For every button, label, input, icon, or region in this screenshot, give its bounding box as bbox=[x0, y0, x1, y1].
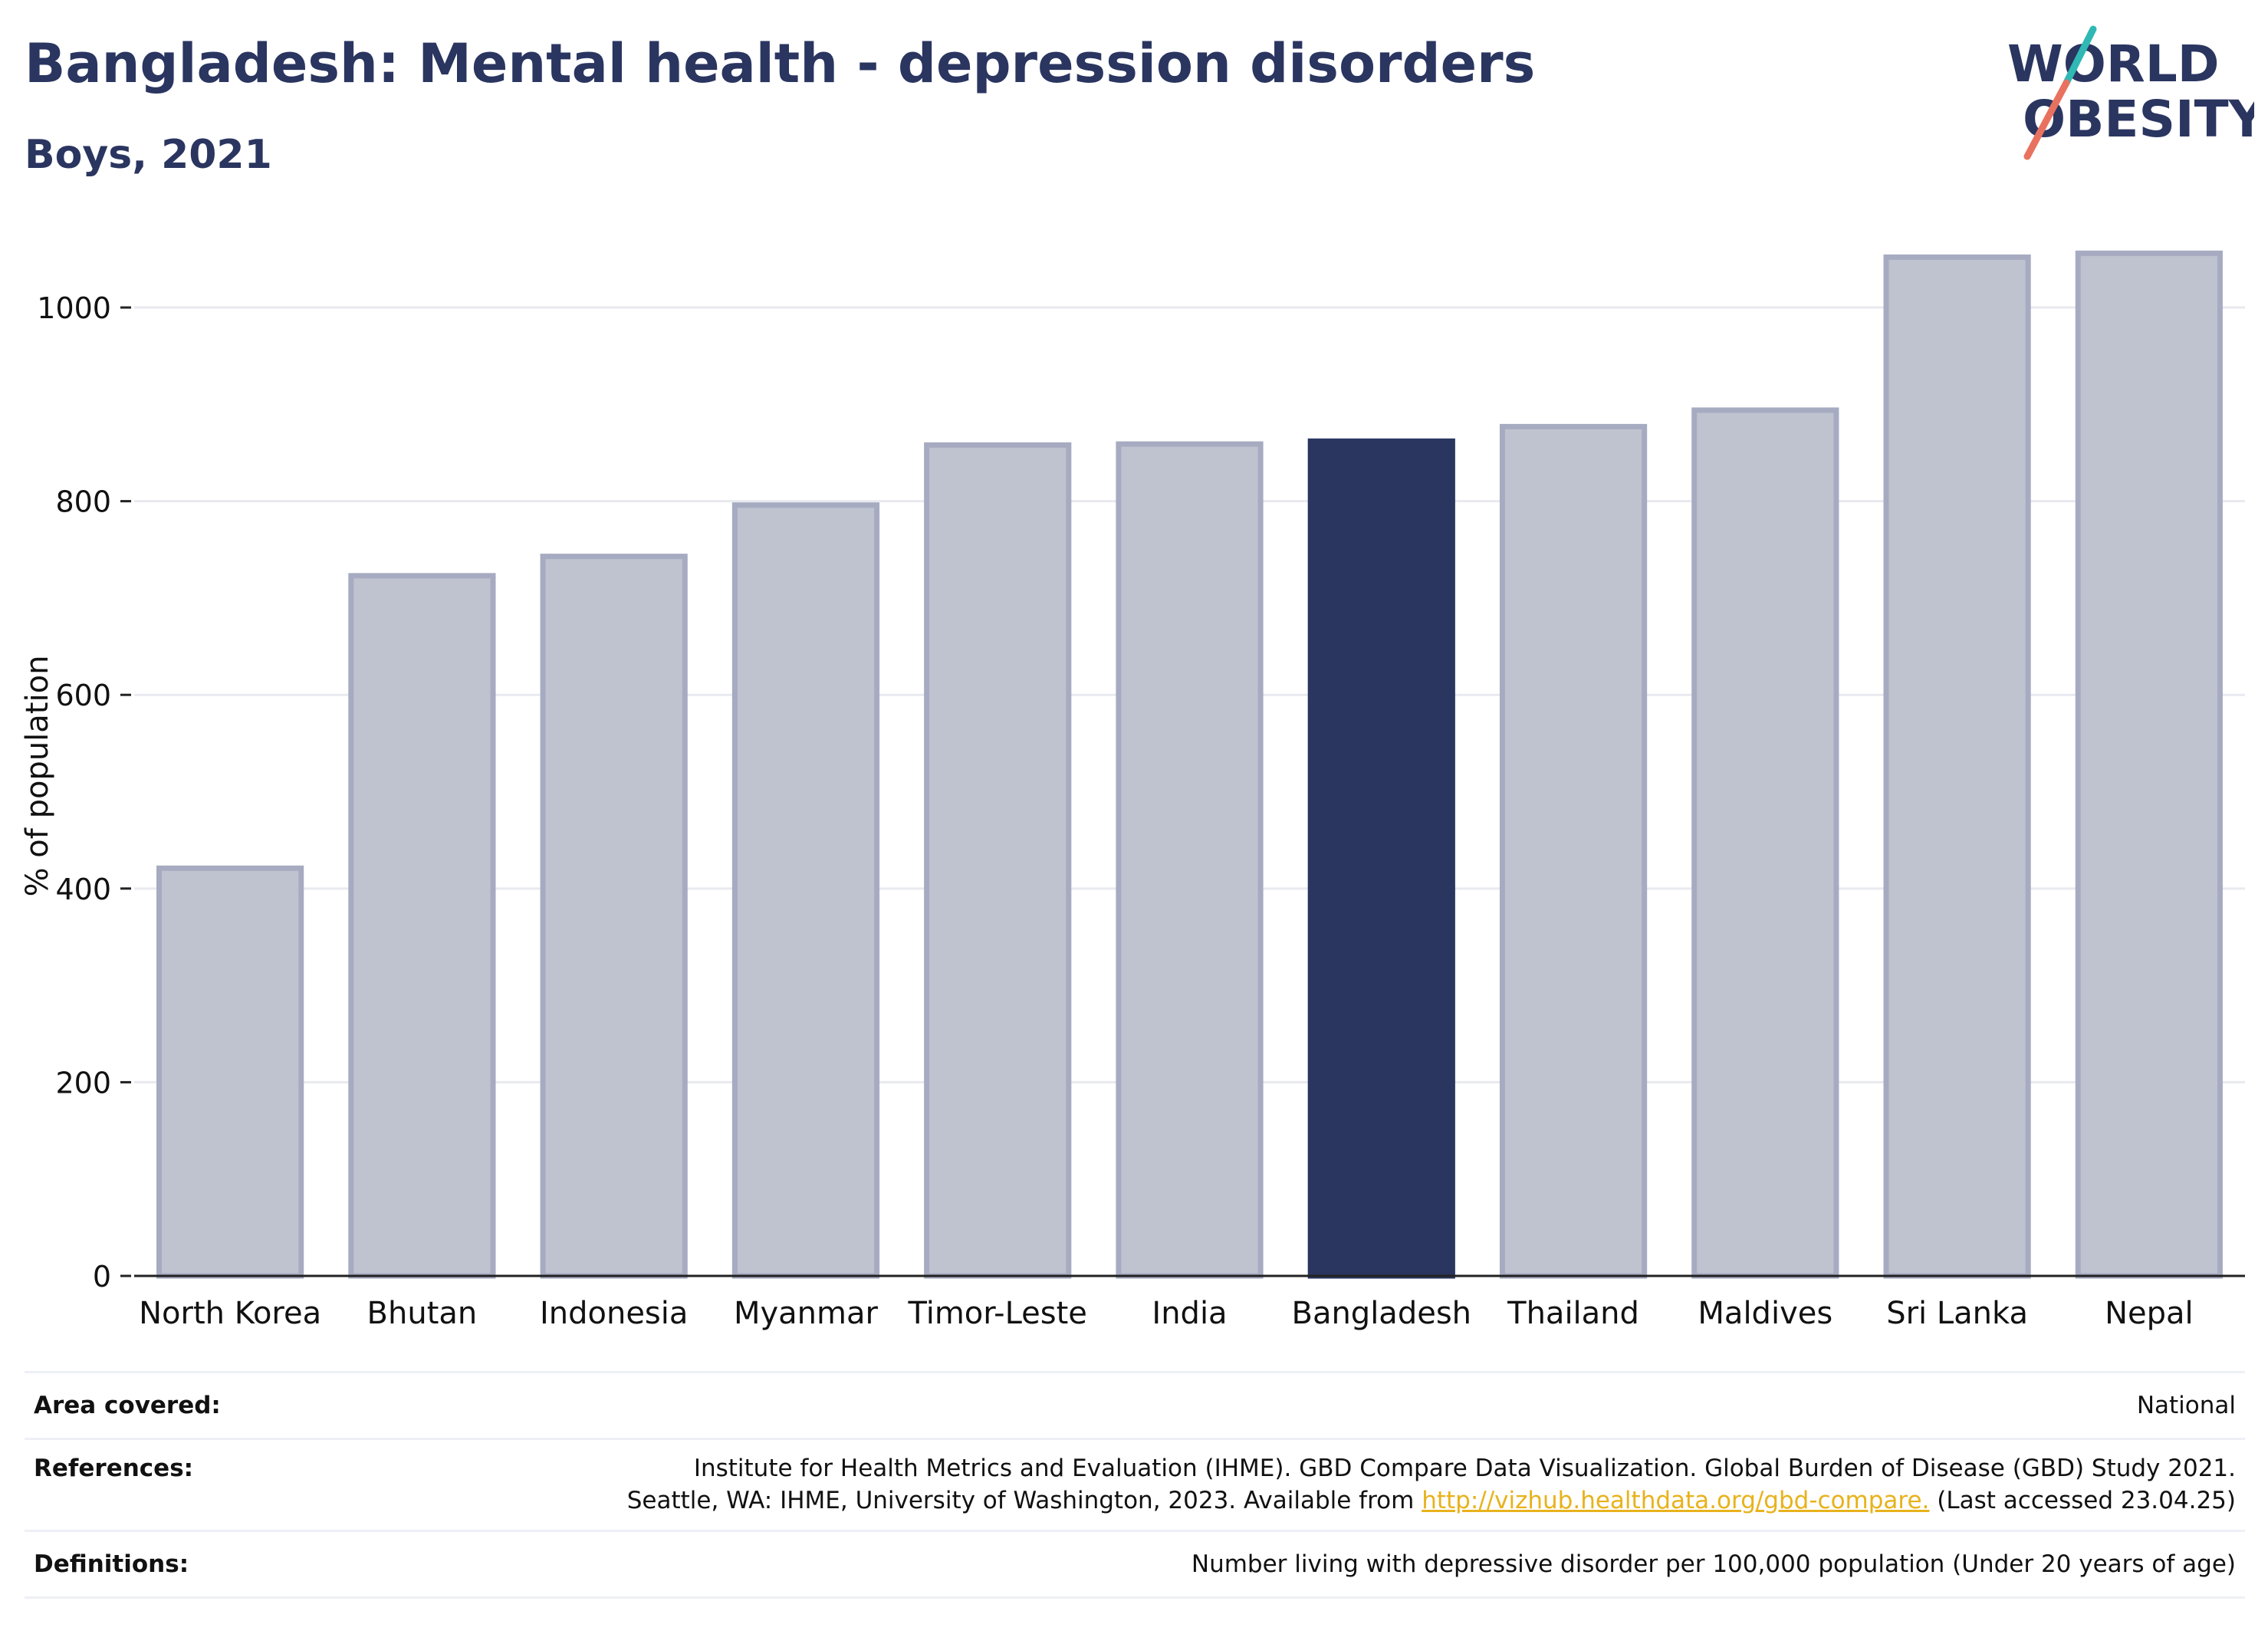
references-line-2: Seattle, WA: IHME, University of Washing… bbox=[627, 1484, 2236, 1517]
x-tick-label: Bhutan bbox=[367, 1296, 478, 1331]
y-tick-label: 1000 bbox=[37, 291, 111, 325]
y-tick-label: 0 bbox=[93, 1260, 111, 1294]
x-tick-label: Bangladesh bbox=[1292, 1296, 1472, 1331]
bar-thailand bbox=[1499, 423, 1648, 1279]
meta-row-references: References: Institute for Health Metrics… bbox=[25, 1438, 2245, 1530]
meta-references-value: Institute for Health Metrics and Evaluat… bbox=[627, 1452, 2236, 1517]
bars bbox=[156, 250, 2223, 1279]
bar-myanmar bbox=[731, 502, 880, 1279]
bar-chart: 0 200 400 600 800 1000 North Korea Bhutan Indon… bbox=[20, 250, 2245, 1331]
meta-area-value: National bbox=[2136, 1392, 2236, 1419]
bar-nepal bbox=[2075, 250, 2223, 1279]
x-tick-label: Thailand bbox=[1507, 1296, 1639, 1331]
bar-north-korea bbox=[156, 865, 304, 1279]
references-line-2-text: Seattle, WA: IHME, University of Washing… bbox=[626, 1487, 1415, 1514]
chart-title: Bangladesh: Mental health - depression d… bbox=[25, 32, 1536, 95]
chart-subtitle: Boys, 2021 bbox=[25, 132, 272, 178]
meta-references-label: References: bbox=[34, 1455, 194, 1482]
x-tick-label: Indonesia bbox=[540, 1296, 688, 1331]
world-obesity-logo: WORLD OBESITY bbox=[2007, 25, 2254, 160]
y-tick-label: 600 bbox=[55, 679, 111, 712]
bar-bhutan bbox=[348, 573, 496, 1279]
references-accessed: (Last accessed 23.04.25) bbox=[1937, 1487, 2236, 1514]
x-tick-label: Nepal bbox=[2105, 1296, 2194, 1331]
bar-india bbox=[1116, 441, 1264, 1279]
y-tick-label: 800 bbox=[55, 485, 111, 519]
bar-maldives bbox=[1691, 407, 1839, 1279]
y-axis-label: % of population bbox=[20, 656, 55, 897]
x-tick-label: Myanmar bbox=[734, 1296, 879, 1331]
y-tick-label: 200 bbox=[55, 1066, 111, 1100]
logo-slash-teal bbox=[2063, 25, 2097, 87]
x-tick-label: India bbox=[1152, 1296, 1227, 1331]
bar-timor-leste bbox=[924, 442, 1072, 1279]
y-tick-label: 400 bbox=[55, 873, 111, 906]
references-line-1: Institute for Health Metrics and Evaluat… bbox=[693, 1455, 2236, 1482]
logo-slash-coral bbox=[2023, 79, 2070, 160]
logo-text-world: WORLD bbox=[2007, 35, 2220, 94]
x-tick-label: Maldives bbox=[1698, 1296, 1832, 1331]
x-axis-labels: North Korea Bhutan Indonesia Myanmar Timor-L… bbox=[139, 1296, 2194, 1331]
bar-bangladesh bbox=[1307, 438, 1455, 1279]
x-tick-label: North Korea bbox=[139, 1296, 321, 1331]
references-link[interactable]: http://vizhub.healthdata.org/gbd-compare… bbox=[1422, 1487, 1930, 1514]
meta-definitions-label: Definitions: bbox=[34, 1550, 189, 1578]
meta-area-label: Area covered: bbox=[34, 1392, 221, 1419]
metadata-table: Area covered: National References: Insti… bbox=[25, 1371, 2245, 1599]
bar-sri-lanka bbox=[1883, 254, 2031, 1279]
x-tick-label: Timor-Leste bbox=[908, 1296, 1087, 1331]
meta-row-area: Area covered: National bbox=[25, 1371, 2245, 1438]
y-axis-ticks: 0 200 400 600 800 1000 bbox=[37, 291, 111, 1294]
meta-definitions-value: Number living with depressive disorder p… bbox=[1191, 1550, 2236, 1578]
x-tick-label: Sri Lanka bbox=[1886, 1296, 2028, 1331]
meta-row-definitions: Definitions: Number living with depressi… bbox=[25, 1530, 2245, 1599]
bar-indonesia bbox=[540, 554, 688, 1279]
